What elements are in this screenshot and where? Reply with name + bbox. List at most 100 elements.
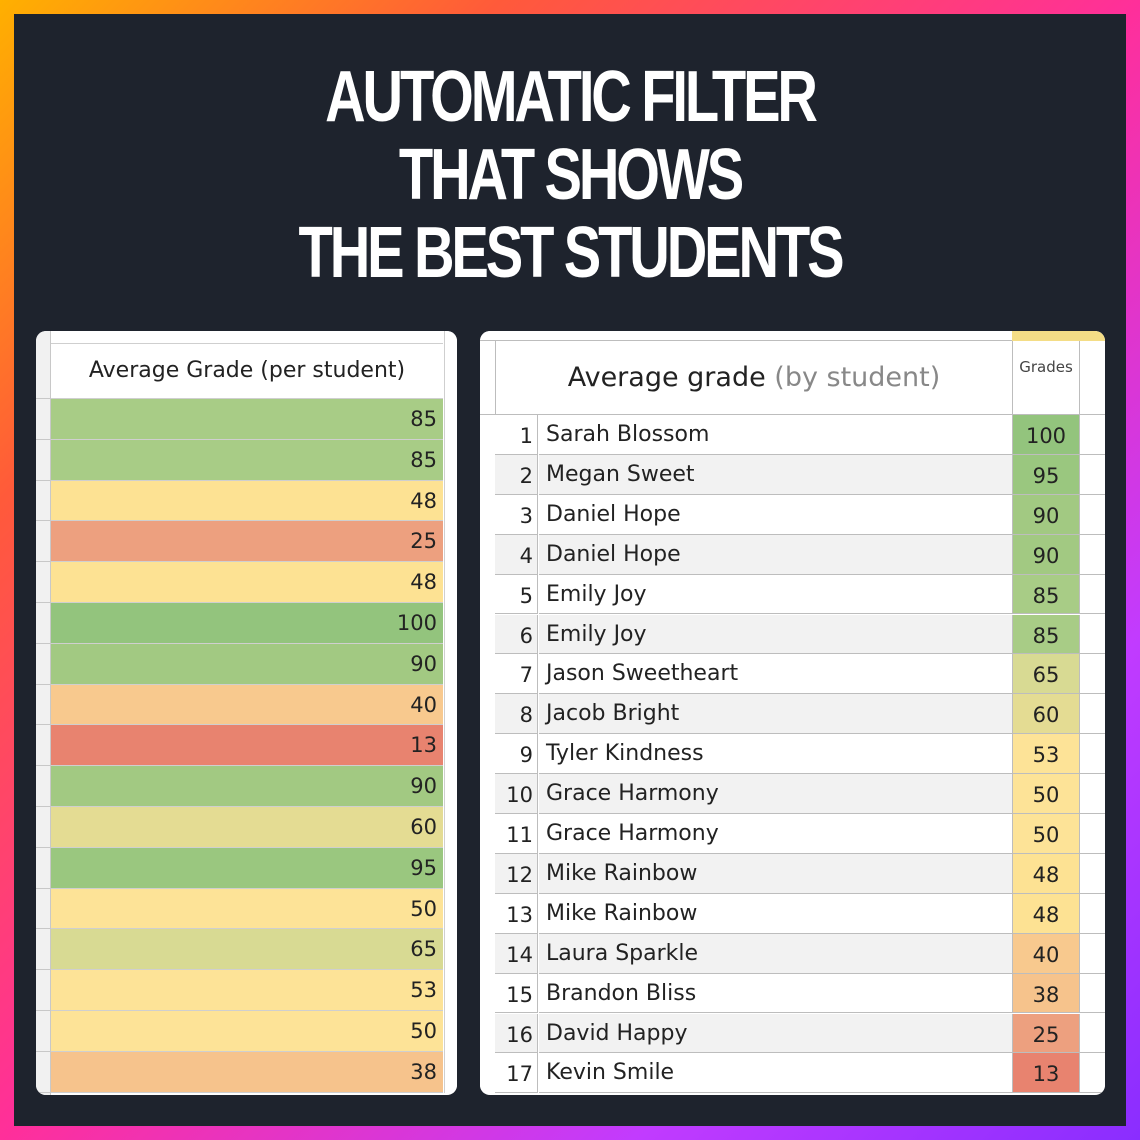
row-gutter xyxy=(36,439,51,481)
row-gutter xyxy=(36,480,51,522)
grade-cell[interactable]: 90 xyxy=(51,766,443,807)
grade-cell[interactable]: 90 xyxy=(1012,494,1080,535)
row-gutter xyxy=(36,343,51,399)
student-name-cell[interactable]: Emily Joy xyxy=(539,614,1012,655)
student-name-cell[interactable]: Emily Joy xyxy=(539,575,1012,615)
row-gutter xyxy=(480,614,494,655)
left-grade-row: 90 xyxy=(36,766,457,807)
grade-cell[interactable]: 65 xyxy=(51,929,443,971)
column-edge xyxy=(444,847,457,889)
student-name-cell[interactable]: Grace Harmony xyxy=(539,774,1012,814)
column-edge xyxy=(444,807,457,848)
student-name-cell[interactable]: Kevin Smile xyxy=(539,1053,1012,1094)
grade-cell[interactable]: 100 xyxy=(51,603,443,644)
grade-cell[interactable]: 85 xyxy=(51,439,443,481)
grade-cell[interactable]: 38 xyxy=(51,1051,443,1093)
column-edge xyxy=(444,684,457,726)
rank-cell: 12 xyxy=(495,853,538,894)
grade-cell[interactable]: 95 xyxy=(1012,454,1080,495)
student-name-cell[interactable]: Daniel Hope xyxy=(539,495,1012,535)
grade-cell[interactable]: 38 xyxy=(1012,973,1080,1014)
grade-cell[interactable]: 50 xyxy=(51,888,443,930)
student-name-cell[interactable]: Megan Sweet xyxy=(539,454,1012,495)
column-edge xyxy=(444,562,457,603)
column-edge xyxy=(1080,534,1105,575)
grade-cell[interactable]: 90 xyxy=(51,643,443,685)
row-gutter xyxy=(480,454,494,495)
student-name-cell[interactable]: Mike Rainbow xyxy=(539,894,1012,934)
left-grade-row: 13 xyxy=(36,725,457,767)
student-row: 16 David Happy 25 xyxy=(480,1013,1105,1054)
column-edge xyxy=(1080,973,1105,1014)
student-name-cell[interactable]: David Happy xyxy=(539,1013,1012,1054)
student-name-cell[interactable]: Brandon Bliss xyxy=(539,974,1012,1014)
student-name-cell[interactable]: Daniel Hope xyxy=(539,534,1012,575)
grade-cell[interactable]: 48 xyxy=(51,562,443,603)
grade-cell[interactable]: 53 xyxy=(1012,734,1080,775)
grades-column-header[interactable]: Grades xyxy=(1012,341,1080,414)
grade-cell[interactable]: 40 xyxy=(1012,933,1080,974)
grade-cell[interactable]: 85 xyxy=(51,399,443,440)
grade-cell[interactable]: 48 xyxy=(51,480,443,522)
row-gutter xyxy=(480,654,494,695)
student-name-cell[interactable]: Jacob Bright xyxy=(539,694,1012,735)
grade-cell[interactable]: 25 xyxy=(1012,1013,1080,1054)
grade-cell[interactable]: 25 xyxy=(51,521,443,563)
row-gutter xyxy=(480,1013,494,1054)
grade-cell[interactable]: 100 xyxy=(1012,415,1080,455)
grade-cell[interactable]: 48 xyxy=(1012,893,1080,934)
right-spreadsheet: Average grade (by student) Grades 1 8 1Sa… xyxy=(480,331,1105,1095)
row-gutter xyxy=(36,643,51,685)
row-gutter xyxy=(480,933,494,974)
row-gutter xyxy=(480,1053,494,1094)
grade-cell[interactable]: 13 xyxy=(51,725,443,767)
left-grade-row: 38 xyxy=(36,1051,457,1093)
row-gutter xyxy=(36,521,51,563)
student-name-cell[interactable]: Laura Sparkle xyxy=(539,933,1012,974)
student-name-cell[interactable]: Grace Harmony xyxy=(539,814,1012,854)
grade-cell[interactable]: 53 xyxy=(51,970,443,1011)
row-gutter xyxy=(480,853,494,894)
column-edge xyxy=(1080,574,1105,615)
rank-cell: 15 xyxy=(495,973,538,1014)
rank-cell: 3 xyxy=(495,494,538,535)
grade-cell[interactable]: 60 xyxy=(51,807,443,848)
column-edge xyxy=(444,929,457,971)
grade-cell[interactable]: 85 xyxy=(1012,574,1080,615)
column-edge xyxy=(1080,853,1105,894)
column-edge xyxy=(444,970,457,1011)
grade-cell[interactable]: 90 xyxy=(1012,534,1080,575)
grade-cell[interactable]: 65 xyxy=(1012,654,1080,695)
grade-cell[interactable]: 85 xyxy=(1012,614,1080,655)
column-edge xyxy=(1080,1013,1105,1054)
left-grade-row: 65 xyxy=(36,929,457,971)
student-name-cell[interactable]: Jason Sweetheart xyxy=(539,654,1012,695)
left-grade-row: 85 xyxy=(36,399,457,440)
headline-line-3: THE BEST STUDENTS xyxy=(298,213,845,293)
right-title-cell[interactable]: Average grade (by student) xyxy=(495,341,1012,414)
column-edge xyxy=(1080,494,1105,535)
student-name-cell[interactable]: Sarah Blossom xyxy=(539,415,1012,455)
left-spreadsheet: Average Grade (per student) 85 85 48 25 48 10… xyxy=(36,331,457,1095)
grade-cell[interactable]: 50 xyxy=(51,1011,443,1052)
grade-cell[interactable]: 40 xyxy=(51,684,443,726)
column-edge xyxy=(1080,774,1105,814)
column-edge xyxy=(444,766,457,807)
column-edge xyxy=(1080,814,1105,854)
student-name-cell[interactable]: Mike Rainbow xyxy=(539,853,1012,894)
grade-cell[interactable]: 50 xyxy=(1012,774,1080,814)
left-column-header[interactable]: Average Grade (per student) xyxy=(51,343,443,399)
grade-cell[interactable]: 48 xyxy=(1012,853,1080,894)
rank-cell: 8 xyxy=(495,694,538,735)
grade-cell[interactable]: 50 xyxy=(1012,814,1080,854)
grades-top-strip xyxy=(1012,331,1105,341)
rank-cell: 11 xyxy=(495,814,538,854)
student-row: 10 Grace Harmony 50 xyxy=(480,774,1105,814)
grade-cell[interactable]: 95 xyxy=(51,847,443,889)
grade-cell[interactable]: 60 xyxy=(1012,694,1080,735)
student-name-cell[interactable]: Tyler Kindness xyxy=(539,734,1012,775)
left-header-row: Average Grade (per student) xyxy=(36,343,457,399)
grade-cell[interactable]: 13 xyxy=(1012,1053,1080,1094)
student-row: 6 Emily Joy 85 xyxy=(480,614,1105,655)
left-grade-row: 95 xyxy=(36,847,457,889)
